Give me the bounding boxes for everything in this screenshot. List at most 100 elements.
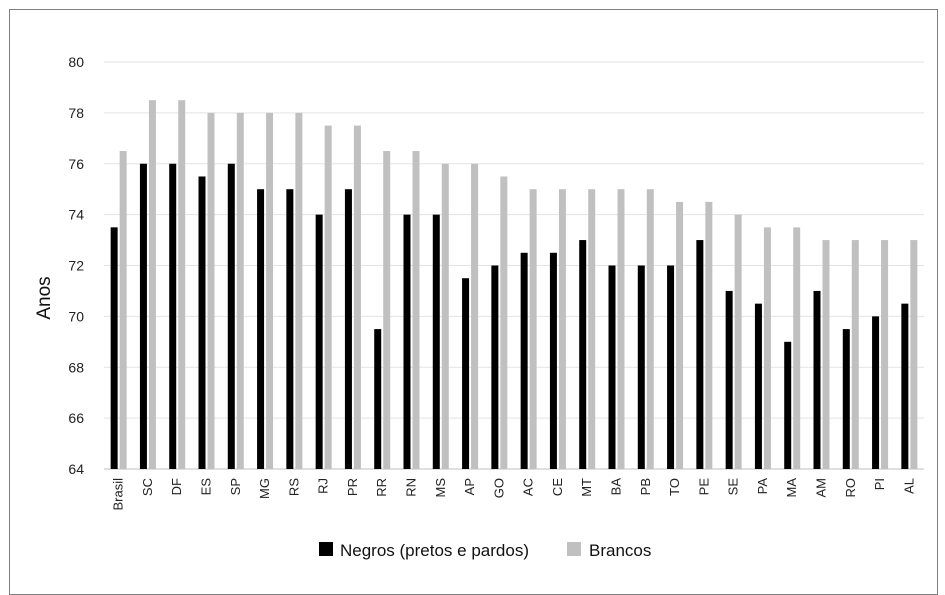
x-category-label: MG — [257, 478, 272, 499]
bar-brancos — [705, 201, 713, 469]
bar-brancos — [353, 125, 361, 469]
x-category-label: AM — [814, 478, 829, 498]
bar-negros — [315, 214, 323, 469]
x-category-label: AL — [901, 478, 916, 494]
bar-brancos — [119, 151, 127, 469]
x-category-label: SP — [228, 478, 243, 495]
y-tick-labels: 64 66 68 70 72 74 76 78 80 — [68, 54, 84, 477]
x-category-label: RO — [843, 478, 858, 498]
bar-brancos — [763, 227, 771, 469]
bar-negros — [667, 265, 675, 469]
bar-brancos — [646, 189, 654, 469]
bar-negros — [725, 290, 733, 469]
bar-brancos — [588, 189, 596, 469]
x-category-label: ES — [199, 478, 214, 496]
bar-negros — [549, 252, 557, 469]
bar-negros — [754, 303, 762, 469]
x-category-label: MT — [579, 478, 594, 497]
y-tick-label: 74 — [68, 207, 84, 223]
bar-brancos — [207, 112, 215, 469]
bar-negros — [901, 303, 909, 469]
bar-brancos — [178, 100, 186, 469]
bar-brancos — [881, 240, 889, 469]
x-category-label: PR — [345, 478, 360, 496]
y-tick-label: 70 — [68, 308, 84, 324]
bar-brancos — [676, 201, 684, 469]
x-category-label: RJ — [316, 478, 331, 494]
x-category-label: MS — [433, 478, 448, 498]
x-category-label: PI — [872, 478, 887, 490]
bar-negros — [286, 189, 294, 469]
y-tick-label: 64 — [68, 461, 84, 477]
y-tick-label: 78 — [68, 105, 84, 121]
y-axis-label: Anos — [34, 276, 55, 319]
x-category-label: SC — [140, 478, 155, 496]
x-category-label: BA — [609, 478, 624, 496]
x-category-label: AC — [521, 478, 536, 496]
bar-brancos — [617, 189, 625, 469]
bar-negros — [198, 176, 206, 469]
legend-label-brancos: Brancos — [589, 541, 651, 560]
bar-negros — [579, 240, 587, 469]
bar-brancos — [412, 151, 420, 469]
y-tick-label: 66 — [68, 410, 84, 426]
legend: Negros (pretos e pardos) Brancos — [319, 541, 651, 560]
bar-brancos — [236, 112, 244, 469]
x-category-label: AP — [462, 478, 477, 495]
bar-brancos — [822, 240, 830, 469]
gridlines — [104, 61, 924, 470]
bar-brancos — [734, 214, 742, 469]
x-category-label: RR — [374, 478, 389, 497]
bar-negros — [637, 265, 645, 469]
x-category-label: SE — [726, 478, 741, 496]
bar-negros — [842, 329, 850, 469]
x-category-label: DF — [169, 478, 184, 495]
x-category-label: Brasil — [111, 478, 126, 511]
x-category-label: RN — [404, 478, 419, 497]
x-category-label: PA — [755, 478, 770, 495]
bar-negros — [462, 278, 470, 469]
bar-negros — [520, 252, 528, 469]
bar-brancos — [851, 240, 859, 469]
bar-negros — [169, 163, 177, 469]
bar-negros — [784, 341, 792, 469]
x-category-label: PE — [696, 478, 711, 496]
x-category-label: GO — [491, 478, 506, 498]
x-category-label: PB — [638, 478, 653, 495]
bar-brancos — [558, 189, 566, 469]
legend-swatch-brancos — [567, 542, 581, 556]
bar-negros — [403, 214, 411, 469]
bar-brancos — [500, 176, 508, 469]
bar-brancos — [529, 189, 537, 469]
x-category-label: MA — [784, 478, 799, 498]
bar-brancos — [910, 240, 918, 469]
bar-negros — [374, 329, 382, 469]
bar-brancos — [471, 163, 479, 469]
legend-label-negros: Negros (pretos e pardos) — [340, 541, 529, 560]
bar-brancos — [793, 227, 801, 469]
x-category-label: TO — [667, 478, 682, 496]
bar-negros — [872, 316, 880, 469]
bar-brancos — [324, 125, 332, 469]
bar-negros — [110, 227, 118, 469]
bar-negros — [257, 189, 265, 469]
y-tick-label: 80 — [68, 54, 84, 70]
bar-negros — [696, 240, 704, 469]
bar-negros — [491, 265, 499, 469]
bar-negros — [813, 290, 821, 469]
bar-negros — [139, 163, 147, 469]
y-tick-label: 76 — [68, 156, 84, 172]
bar-brancos — [383, 151, 391, 469]
bar-negros — [344, 189, 352, 469]
legend-swatch-negros — [319, 542, 333, 556]
bar-brancos — [441, 163, 449, 469]
y-tick-label: 72 — [68, 258, 84, 274]
x-category-label: RS — [286, 478, 301, 496]
bar-negros — [608, 265, 616, 469]
y-tick-label: 68 — [68, 359, 84, 375]
bar-negros — [432, 214, 440, 469]
bar-brancos — [148, 100, 156, 469]
x-category-label: CE — [550, 478, 565, 496]
x-category-labels: Brasil SC DF ES SP MG RS RJ PR RR RN MS AP GO AC CE MT BA… — [111, 478, 917, 511]
